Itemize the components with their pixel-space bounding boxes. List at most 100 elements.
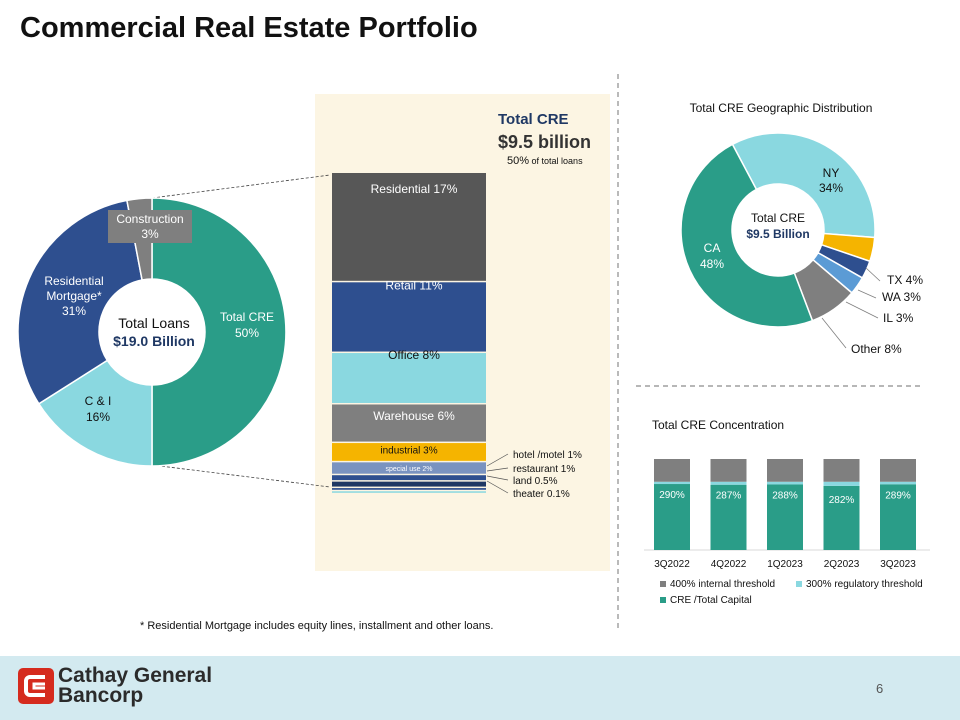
construction-label-box [108,210,192,243]
legend-swatch-300-regulatory-threshold [796,581,802,587]
slice-label-total-cre-value: 50% [235,326,259,340]
concentration-legend: 400% internal threshold 300% regulatory t… [660,579,923,606]
slice-label-total-cre-name: Total CRE [220,310,274,324]
cre-types-labels: Residential 17% Retail 11% Office 8% Wareho… [371,182,582,500]
geo-leader-wa [857,289,877,299]
conc-bar-300-regulatory-threshold-1q2023 [767,481,803,485]
conc-bar-400-internal-threshold-2q2023 [823,459,860,482]
concentration-chart-title: Total CRE Concentration [652,418,784,432]
company-name: Cathay General Bancorp [58,664,213,707]
cre-segment-restaurant [332,481,486,487]
conc-bar-cre-total-capital-1q2023 [767,484,803,550]
conc-bar-400-internal-threshold-1q2023 [767,459,803,482]
conc-bar-400-internal-threshold-4q2022 [710,459,747,482]
total-cre-share-pct: 50% [507,155,529,167]
cre-label-warehouse: Warehouse 6% [373,409,455,423]
cre-label-retail: Retail 11% [385,279,442,293]
cre-label-special-use: special use 2% [385,466,432,473]
cre-segment-special-use [332,462,486,474]
legend-label-400-internal-threshold: 400% internal threshold [670,579,775,590]
footer-band [0,656,960,720]
legend-label-cre-total-capital: CRE /Total Capital [670,595,752,606]
cre-leader-land [486,475,509,481]
conc-bar-cre-total-capital-4q2022 [710,484,747,550]
cre-label-hotel-motel: hotel /motel 1% [513,450,582,461]
cre-label-office: Office 8% [388,348,440,362]
total-cre-share: 50% of total loans [507,155,583,167]
cre-segment-hotel-motel [332,475,486,481]
geo-center-label: Total CRE [751,211,805,225]
page-title: Commercial Real Estate Portfolio [20,12,478,44]
geo-label-tx: TX 4% [887,273,923,287]
conc-bar-400-internal-threshold-3q2022 [654,459,690,482]
total-cre-label: Total CRE [498,111,569,128]
geo-label-other: Other 8% [851,342,902,356]
slice-ny [731,132,876,239]
cre-label-land: land 0.5% [513,476,558,487]
connector-top [151,174,331,199]
conc-value-1q2023: 288% [772,490,798,501]
cre-label-residential: Residential 17% [371,182,458,196]
company-name-line2: Bancorp [58,684,144,707]
page-number: 6 [876,681,884,696]
cre-label-industrial: industrial 3% [380,446,437,457]
conc-bar-300-regulatory-threshold-4q2022 [710,481,747,485]
legend-swatch-cre-total-capital [660,597,666,603]
geo-label-ca-name: CA [704,241,721,255]
cre-segment-warehouse [332,404,486,442]
slice-label-resmort-line1: Residential [44,274,103,288]
slice-ca [680,143,814,328]
cre-segment-office [332,353,486,403]
conc-bar-300-regulatory-threshold-2q2023 [823,481,860,486]
geo-leader-il [845,301,879,319]
slice-label-construction-value: 3% [141,227,159,241]
total-cre-share-text: of total loans [529,156,583,166]
total-loans-donut [17,197,287,467]
slice-residential-mortgage [17,199,143,405]
geo-label-il: IL 3% [883,311,914,325]
slice-label-resmort-line2: Mortgage* [46,289,102,303]
cre-label-restaurant: restaurant 1% [513,464,575,475]
concentration-bars: 290% 3Q2022 287% 4Q2022 288% 1Q2023 282% 2Q2023… [654,459,916,570]
cre-segment-industrial [332,443,486,461]
connector-bottom [151,464,331,488]
footnote: * Residential Mortgage includes equity l… [140,620,494,632]
conc-category-1q2023: 1Q2023 [767,559,803,570]
geo-label-wa: WA 3% [882,290,921,304]
conc-category-2q2023: 2Q2023 [824,559,860,570]
conc-bar-cre-total-capital-2q2023 [823,485,860,550]
conc-bar-400-internal-threshold-3q2023 [880,459,916,482]
cre-segment-land [332,488,486,490]
geo-leader-tx [865,267,881,282]
slice-label-ci-name: C & I [85,394,112,408]
cre-types-stacked-bar [332,173,486,493]
company-name-line1: Cathay General [58,664,213,687]
legend-swatch-400-internal-threshold [660,581,666,587]
conc-category-3q2023: 3Q2023 [880,559,916,570]
slice-label-ci-value: 16% [86,410,110,424]
cre-leader-hotel-motel [486,453,509,467]
geo-label-ny-name: NY [823,166,840,180]
company-logo-icon [18,668,54,704]
geo-distribution-donut [680,132,876,328]
conc-category-3q2022: 3Q2022 [654,559,690,570]
total-loans-center-label: Total Loans [118,315,190,331]
total-loans-center-value: $19.0 Billion [113,333,195,349]
cre-segment-residential [332,173,486,281]
slice-label-resmort-value: 31% [62,304,86,318]
conc-value-4q2022: 287% [716,491,742,502]
geo-leader-other [821,317,847,349]
geo-label-ca-value: 48% [700,257,724,271]
cre-segment-theater [332,491,486,493]
conc-bar-cre-total-capital-3q2022 [654,484,690,550]
conc-bar-300-regulatory-threshold-3q2022 [654,481,690,485]
geo-center-value: $9.5 Billion [746,227,809,241]
cre-leader-restaurant [486,467,509,472]
slice-total-cre [151,197,287,467]
conc-value-2q2023: 282% [829,495,855,506]
geo-label-ny-value: 34% [819,181,843,195]
slice-c-i [37,359,153,467]
conc-value-3q2023: 289% [885,490,911,501]
conc-bar-cre-total-capital-3q2023 [880,484,916,550]
